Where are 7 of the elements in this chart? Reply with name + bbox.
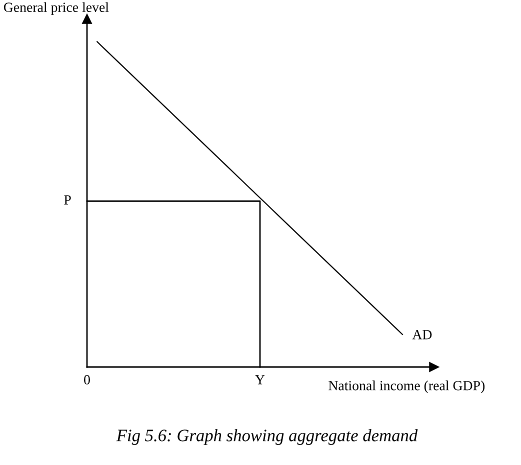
x-tick-label: Y	[255, 375, 265, 384]
caption: Fig 5.6: Graph showing aggregate demand	[116, 429, 418, 445]
x-tick-label: 0	[84, 375, 90, 384]
series-label: P	[64, 195, 71, 204]
x-axis-title: National income (real GDP)	[328, 380, 485, 394]
series-label: AD	[412, 330, 432, 340]
y-axis-title: General price level	[4, 2, 109, 15]
